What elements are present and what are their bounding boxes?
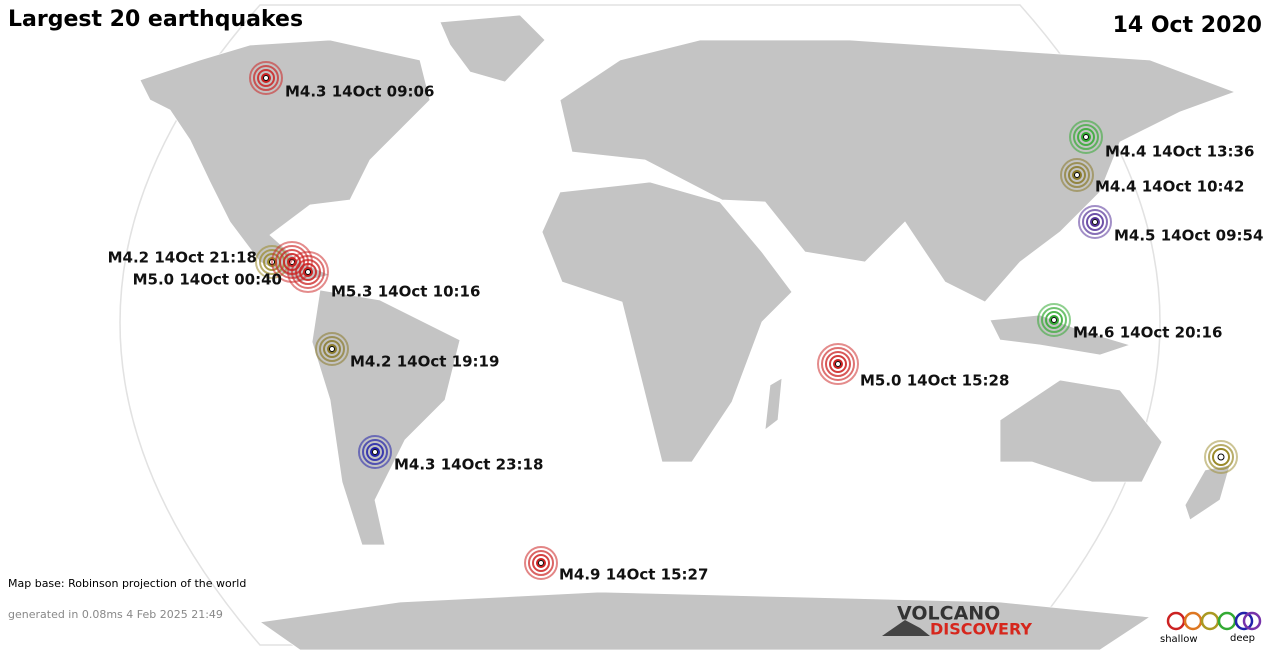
quake-ring [1060, 158, 1094, 192]
quake-ring [1078, 205, 1112, 239]
quake-ring [295, 259, 321, 285]
quake-marker [249, 61, 283, 95]
quake-ring [1069, 120, 1103, 154]
quake-ring [1082, 209, 1108, 235]
logo-mark [882, 620, 930, 636]
logo-bottom: DISCOVERY [930, 620, 1032, 639]
quake-ring [528, 550, 554, 576]
quake-ring [261, 73, 271, 83]
quake-center [1083, 134, 1089, 140]
quake-ring [1077, 128, 1095, 146]
quake-marker [315, 332, 349, 366]
quake-center [1074, 172, 1080, 178]
quake-ring [536, 558, 546, 568]
quake-label: M4.2 14Oct 21:18 [108, 249, 257, 267]
quake-ring [303, 267, 313, 277]
quake-ring [275, 245, 309, 279]
quake-ring [524, 546, 558, 580]
quake-label: M4.5 14Oct 09:54 [1114, 227, 1263, 245]
quake-ring [821, 347, 855, 381]
quake-ring [1073, 124, 1099, 150]
quake-ring [366, 443, 384, 461]
quake-ring [299, 263, 317, 281]
quake-center [263, 75, 269, 81]
quake-marker [1060, 158, 1094, 192]
quake-ring [287, 251, 329, 293]
legend-deep: deep [1230, 633, 1255, 644]
quake-ring [370, 447, 380, 457]
logo-top: VOLCANO [897, 603, 1000, 625]
quake-ring [1064, 162, 1090, 188]
quake-ring [1049, 315, 1059, 325]
quakes: M4.3 14Oct 09:06 M4.4 14Oct 13:36 M4.4 14O… [108, 61, 1263, 584]
quake-ring [249, 61, 283, 95]
quake-label: M4.4 14Oct 10:42 [1095, 178, 1244, 196]
quake-label: M4.3 14Oct 09:06 [285, 83, 434, 101]
quake-center [1051, 317, 1057, 323]
generated-note: generated in 0.08ms 4 Feb 2025 21:49 [8, 608, 223, 621]
unlabeled-quake [1204, 440, 1238, 474]
quake-ring [1072, 170, 1082, 180]
quake-ring [291, 255, 325, 289]
quake-ring [817, 343, 859, 385]
quake-ring [1041, 307, 1067, 333]
quake-label: M5.0 14Oct 15:28 [860, 372, 1009, 390]
quake-ring [253, 65, 279, 91]
quake-marker [1078, 205, 1112, 239]
quake-marker [1069, 120, 1103, 154]
quake-ring [833, 359, 843, 369]
quake-ring [1045, 311, 1063, 329]
quake-label: M4.3 14Oct 23:18 [394, 456, 543, 474]
quake-center [372, 449, 378, 455]
date: 14 Oct 2020 [1113, 13, 1262, 38]
quake-ring [1086, 213, 1104, 231]
quake-ring [315, 332, 349, 366]
quake-center [835, 361, 841, 367]
legend-shallow: shallow [1160, 634, 1198, 645]
quake-center [1092, 219, 1098, 225]
quake-ring [532, 554, 550, 572]
quake-ring [319, 336, 345, 362]
quake-ring [362, 439, 388, 465]
quake-marker [524, 546, 558, 580]
quake-ring [271, 241, 313, 283]
quake-ring [829, 355, 847, 373]
quake-label: M5.0 14Oct 00:40 [133, 271, 282, 289]
quake-marker [817, 343, 859, 385]
quake-label: M4.2 14Oct 19:19 [350, 353, 499, 371]
quake-ring [1081, 132, 1091, 142]
quake-marker [1037, 303, 1071, 337]
quake-label: M4.6 14Oct 20:16 [1073, 324, 1222, 342]
quake-label: M5.3 14Oct 10:16 [331, 283, 480, 301]
map-base-note: Map base: Robinson projection of the wor… [8, 577, 246, 590]
quake-marker [358, 435, 392, 469]
quake-ring [257, 69, 275, 87]
quake-ring [1090, 217, 1100, 227]
depth-legend [1166, 611, 1262, 631]
quake-label: M4.4 14Oct 13:36 [1105, 143, 1254, 161]
quake-marker [287, 251, 329, 293]
quake-ring [1068, 166, 1086, 184]
quake-ring [1037, 303, 1071, 337]
quake-ring [825, 351, 851, 377]
quake-center [329, 346, 335, 352]
quake-ring [327, 344, 337, 354]
title: Largest 20 earthquakes [8, 7, 303, 32]
quake-center [538, 560, 544, 566]
quake-ring [323, 340, 341, 358]
quake-label: M4.9 14Oct 15:27 [559, 566, 708, 584]
quake-ring [358, 435, 392, 469]
quake-center [305, 269, 311, 275]
